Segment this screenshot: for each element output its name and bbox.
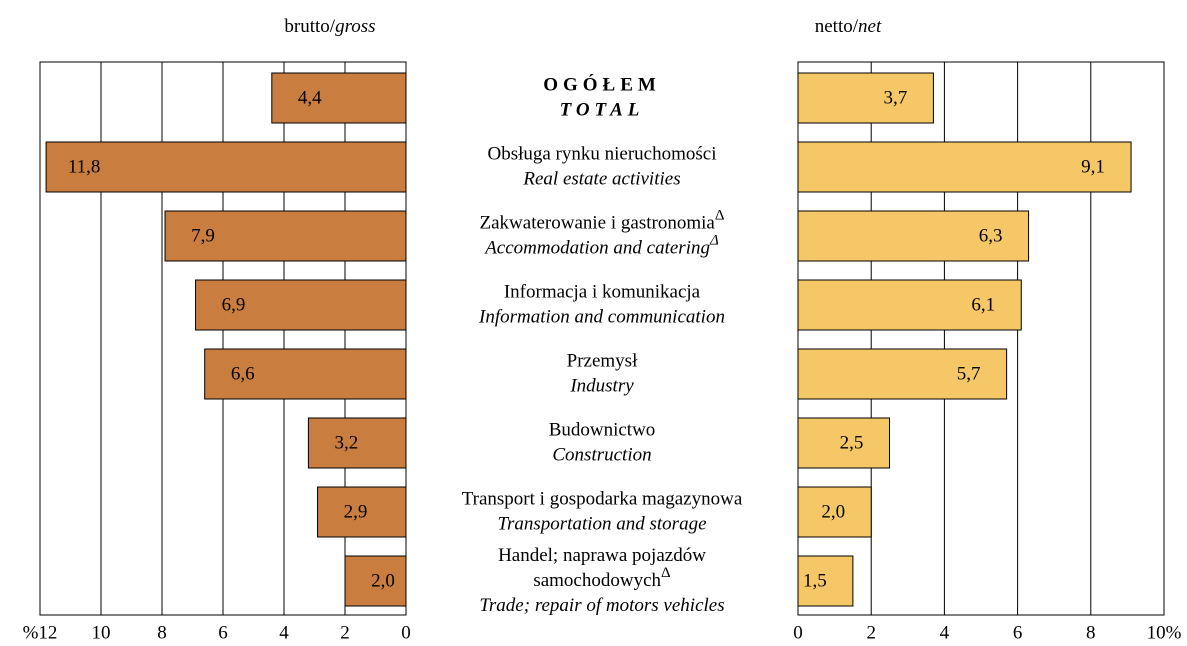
value-label: 7,9 — [191, 225, 215, 246]
category-marker: Δ — [709, 233, 719, 249]
category-label: Accommodation and cateringΔ — [483, 233, 719, 259]
bar — [797, 417, 890, 469]
bar — [797, 279, 1022, 331]
bar — [797, 210, 1030, 262]
bar — [45, 141, 407, 193]
title-pl: brutto/ — [284, 16, 335, 37]
value-label: 5,7 — [957, 363, 981, 384]
value-label: 6,3 — [979, 225, 1003, 246]
category-label: Informacja i komunikacja — [504, 282, 701, 303]
category-label: Zakwaterowanie i gastronomiaΔ — [480, 208, 725, 234]
bar — [797, 72, 934, 124]
category-label: Handel; naprawa pojazdów — [498, 545, 706, 566]
category-label-en: Construction — [552, 445, 651, 466]
category-label-en: Transportation and storage — [497, 514, 706, 535]
value-label: 11,8 — [68, 156, 101, 177]
category-marker: Δ — [715, 208, 725, 224]
category-label-pl: Transport i gospodarka magazynowa — [462, 489, 743, 510]
x-tick-label: 10 — [92, 622, 111, 643]
x-tick-label: 10% — [1147, 622, 1182, 643]
x-tick-label: 0 — [793, 622, 803, 643]
chart-title: netto/net — [815, 16, 882, 37]
category-label-pl: Budownictwo — [549, 420, 656, 441]
value-label: 6,6 — [231, 363, 255, 384]
x-tick-label: 8 — [1086, 622, 1096, 643]
value-label: 6,1 — [971, 294, 995, 315]
category-label-pl: Przemysł — [567, 351, 638, 372]
category-label: Budownictwo — [549, 420, 656, 441]
category-label-pl: OGÓŁEM — [543, 74, 661, 96]
value-label: 2,0 — [821, 501, 845, 522]
title-en: gross — [335, 16, 375, 37]
x-tick-label: 4 — [279, 622, 289, 643]
bar — [195, 279, 407, 331]
value-label: 4,4 — [298, 87, 322, 108]
x-tick-label: 2 — [340, 622, 350, 643]
bar — [797, 348, 1008, 400]
bar — [344, 555, 407, 607]
category-label: Construction — [552, 445, 651, 466]
value-label: 3,2 — [335, 432, 359, 453]
value-label: 6,9 — [222, 294, 246, 315]
category-label-pl: Informacja i komunikacja — [504, 282, 701, 303]
bar — [164, 210, 407, 262]
title-en: net — [858, 16, 882, 37]
x-tick-label: 0 — [401, 622, 411, 643]
category-label: Trade; repair of motors vehicles — [479, 595, 724, 616]
x-tick-label: 8 — [157, 622, 167, 643]
category-label: Real estate activities — [522, 169, 680, 190]
category-label: Obsługa rynku nieruchomości — [487, 144, 716, 165]
category-label-en: Industry — [569, 376, 634, 397]
bar — [204, 348, 407, 400]
value-label: 3,7 — [884, 87, 908, 108]
category-label-en: TOTAL — [560, 100, 645, 121]
category-label-pl: Obsługa rynku nieruchomości — [487, 144, 716, 165]
category-label: Industry — [569, 376, 634, 397]
category-label: TOTAL — [560, 100, 645, 121]
category-label-pl: samochodowych — [533, 570, 661, 591]
bar — [317, 486, 407, 538]
category-label: Transportation and storage — [497, 514, 706, 535]
category-label: Przemysł — [567, 351, 638, 372]
value-label: 2,9 — [344, 501, 368, 522]
bar — [797, 486, 872, 538]
title-pl: netto/ — [815, 16, 859, 37]
bar — [797, 141, 1132, 193]
category-label-pl: Handel; naprawa pojazdów — [498, 545, 706, 566]
bar — [271, 72, 407, 124]
category-label-pl: Zakwaterowanie i gastronomia — [480, 213, 716, 234]
value-label: 2,5 — [840, 432, 864, 453]
category-marker: Δ — [661, 565, 671, 581]
category-label: OGÓŁEM — [543, 74, 661, 96]
bar — [307, 417, 407, 469]
category-label-en: Trade; repair of motors vehicles — [479, 595, 724, 616]
x-tick-label: 6 — [218, 622, 228, 643]
value-label: 1,5 — [803, 570, 827, 591]
x-tick-label: %12 — [23, 622, 58, 643]
value-label: 2,0 — [371, 570, 395, 591]
x-tick-label: 4 — [940, 622, 950, 643]
category-label: Information and communication — [478, 307, 725, 328]
chart-title: brutto/gross — [284, 16, 375, 37]
category-label: Transport i gospodarka magazynowa — [462, 489, 743, 510]
category-label-en: Accommodation and catering — [483, 238, 710, 259]
category-label-en: Information and communication — [478, 307, 725, 328]
category-label: samochodowychΔ — [533, 565, 671, 591]
value-label: 9,1 — [1081, 156, 1105, 177]
x-tick-label: 2 — [866, 622, 876, 643]
x-tick-label: 6 — [1013, 622, 1023, 643]
bar — [797, 555, 854, 607]
category-label-en: Real estate activities — [522, 169, 680, 190]
